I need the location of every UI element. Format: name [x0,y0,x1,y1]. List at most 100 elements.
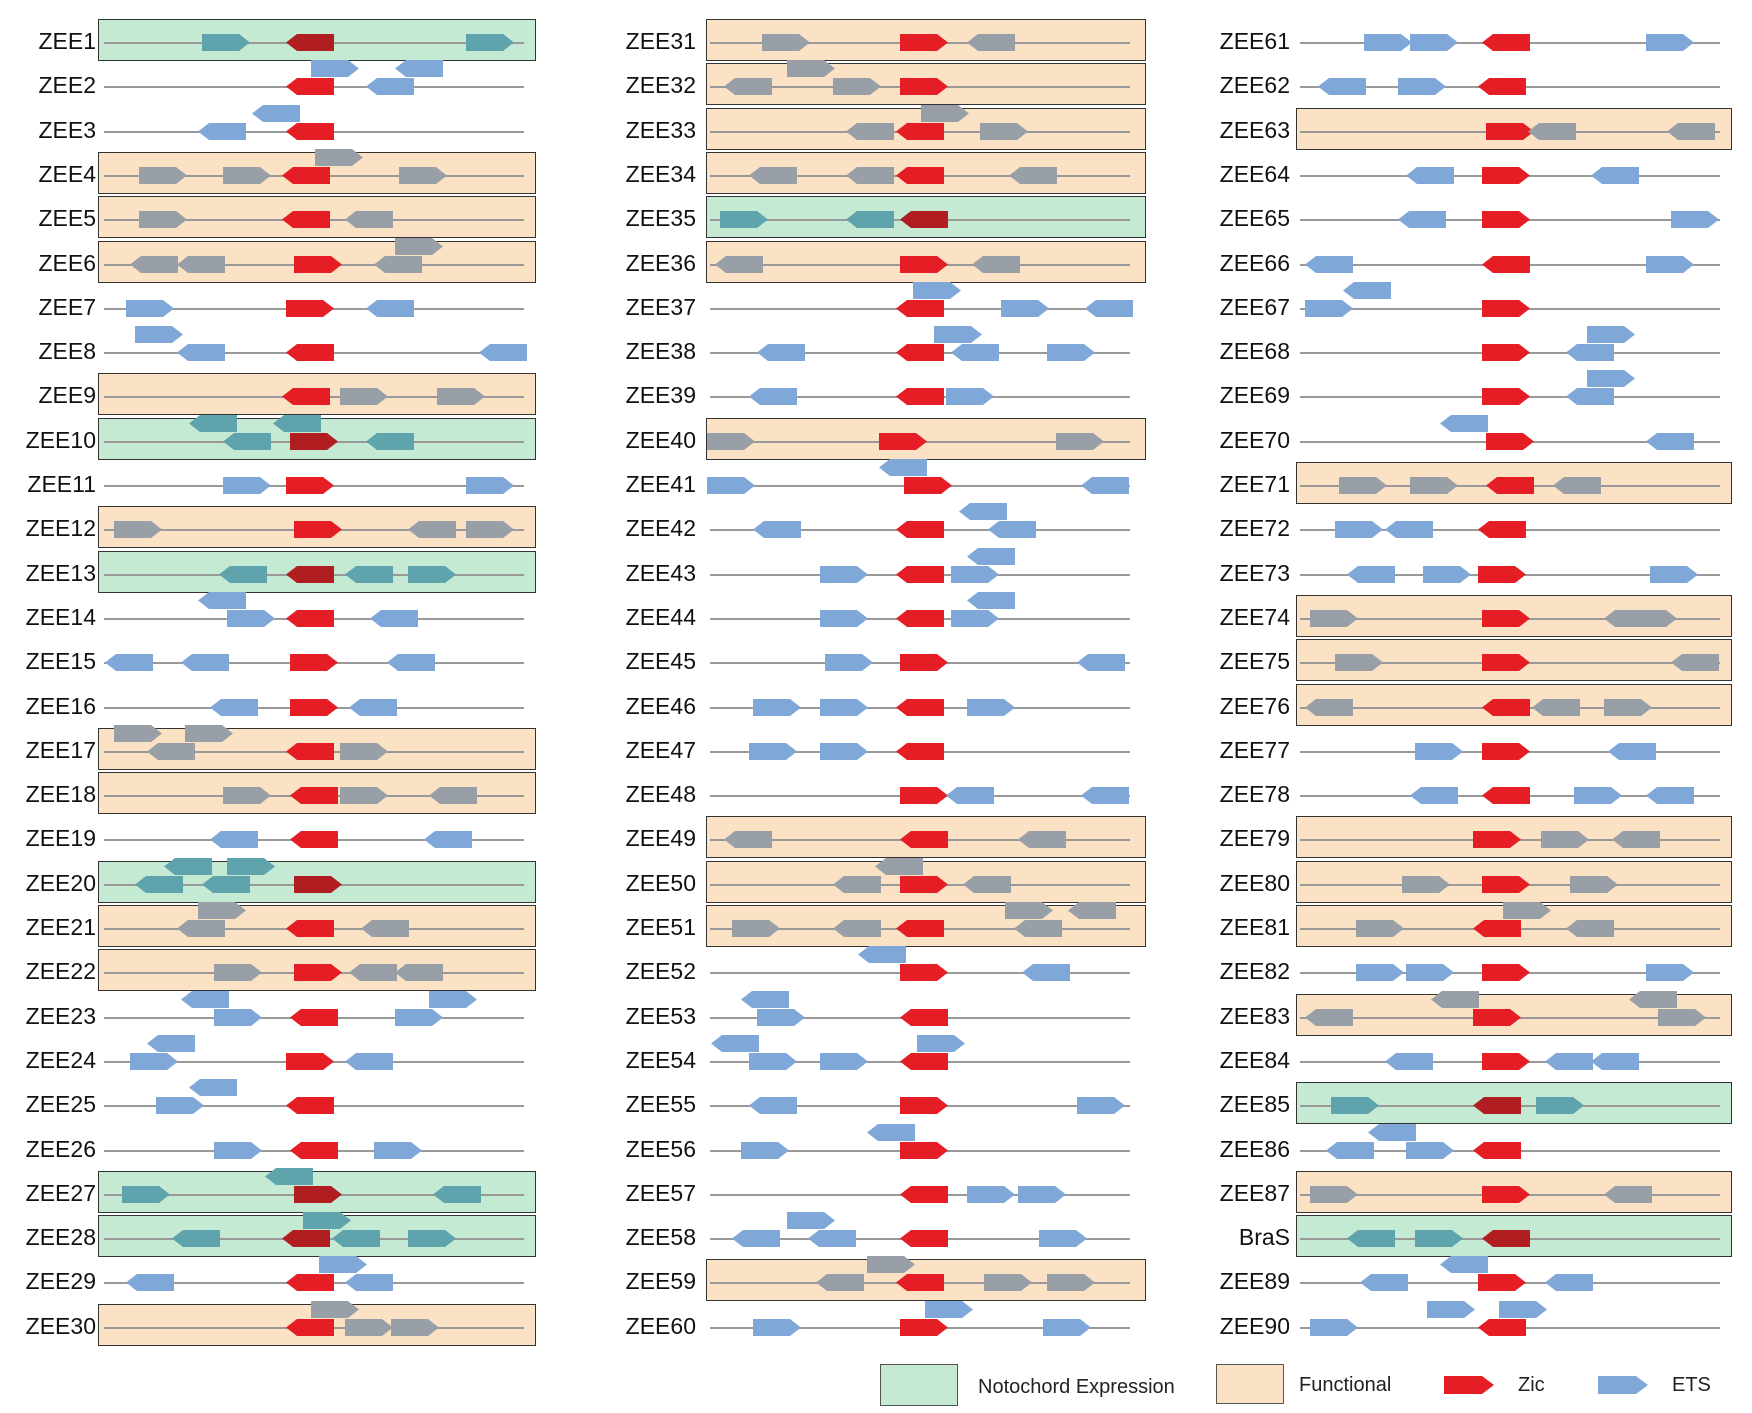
element-label: ZEE78 [1219,781,1290,807]
ets-site-arrow [130,256,178,273]
ets-site-arrow [1410,34,1458,51]
zic-site-arrow [896,300,944,317]
ets-site-arrow [787,60,835,77]
ets-site-arrow [1068,902,1116,919]
zic-site-arrow [294,521,342,538]
ets-site-arrow [1503,902,1551,919]
ets-site-arrow [1077,1097,1125,1114]
ets-site-arrow [951,610,999,627]
ets-site-arrow [757,1009,805,1026]
zic-site-arrow [282,211,330,228]
ets-site-arrow [741,991,789,1008]
ets-site-arrow [1018,831,1066,848]
element-label: ZEE63 [1219,117,1290,143]
zic-site-arrow [294,876,342,893]
ets-site-arrow [366,300,414,317]
ets-site-arrow [846,211,894,228]
ets-site-arrow [846,123,894,140]
ets-site-arrow [762,34,810,51]
ets-site-arrow [1047,344,1095,361]
element-label: ZEE15 [25,648,96,674]
zic-site-arrow [294,964,342,981]
zic-site-arrow [1473,1097,1521,1114]
ets-site-arrow [198,592,246,609]
ets-site-arrow [424,831,472,848]
ets-site-arrow [1005,902,1053,919]
element-label: ZEE76 [1219,693,1290,719]
zic-site-arrow [900,964,948,981]
ets-site-arrow [753,521,801,538]
zic-site-arrow [286,1097,334,1114]
element-label: ZEE70 [1219,427,1290,453]
ets-site-arrow [921,105,969,122]
ets-site-arrow [1318,78,1366,95]
ets-site-arrow [1650,566,1698,583]
zic-site-arrow [286,1274,334,1291]
element-label: ZEE1 [38,28,96,54]
legend-zic-arrow [1444,1376,1494,1394]
ets-site-arrow [1081,787,1129,804]
element-label: BraS [1238,1224,1290,1250]
ets-site-arrow [1591,1053,1639,1070]
element-label: ZEE59 [625,1268,696,1294]
zic-site-arrow [1478,78,1526,95]
element-label: ZEE42 [625,515,696,541]
element-label: ZEE49 [625,825,696,851]
ets-site-arrow [1326,1142,1374,1159]
ets-site-arrow [252,105,300,122]
zic-site-arrow [896,566,944,583]
ets-site-arrow [1398,78,1446,95]
ets-site-arrow [749,388,797,405]
element-label: ZEE79 [1219,825,1290,851]
ets-site-arrow [395,238,443,255]
ets-site-arrow [395,1009,443,1026]
ets-site-arrow [917,1035,965,1052]
ets-site-arrow [135,326,183,343]
zic-site-arrow [900,78,948,95]
ets-site-arrow [1398,211,1446,228]
zic-site-arrow [900,1186,948,1203]
element-label: ZEE3 [38,117,96,143]
zic-site-arrow [1482,1230,1530,1247]
ets-site-arrow [1305,1009,1353,1026]
ets-site-arrow [1427,1301,1475,1318]
zic-site-arrow [896,699,944,716]
ets-site-arrow [833,78,881,95]
ets-site-arrow [1305,699,1353,716]
ets-site-arrow [1402,876,1450,893]
ets-site-arrow [946,787,994,804]
ets-site-arrow [395,964,443,981]
zic-site-arrow [286,1319,334,1336]
ets-site-arrow [1305,256,1353,273]
element-label: ZEE9 [38,382,96,408]
ets-site-arrow [361,920,409,937]
zic-site-arrow [286,477,334,494]
ets-site-arrow [1001,300,1049,317]
zic-site-arrow [1482,256,1530,273]
zic-site-arrow [1486,477,1534,494]
ets-site-arrow [913,282,961,299]
zic-site-arrow [1478,1274,1526,1291]
element-label: ZEE58 [625,1224,696,1250]
ets-site-arrow [846,167,894,184]
element-label: ZEE72 [1219,515,1290,541]
ets-site-arrow [135,876,183,893]
ets-site-arrow [1305,300,1353,317]
ets-site-arrow [1545,1053,1593,1070]
element-label: ZEE11 [27,471,96,497]
zic-site-arrow [290,433,338,450]
ets-site-arrow [724,831,772,848]
ets-site-arrow [858,946,906,963]
ets-site-arrow [1085,300,1133,317]
ets-site-arrow [210,831,258,848]
element-label: ZEE27 [25,1180,96,1206]
ets-site-arrow [223,433,271,450]
ets-site-arrow [105,654,153,671]
legend-zic-label: Zic [1518,1374,1545,1396]
element-label: ZEE48 [625,781,696,807]
ets-site-arrow [219,566,267,583]
ets-site-arrow [202,876,250,893]
element-label: ZEE43 [625,560,696,586]
zic-site-arrow [896,344,944,361]
ets-site-arrow [1406,167,1454,184]
